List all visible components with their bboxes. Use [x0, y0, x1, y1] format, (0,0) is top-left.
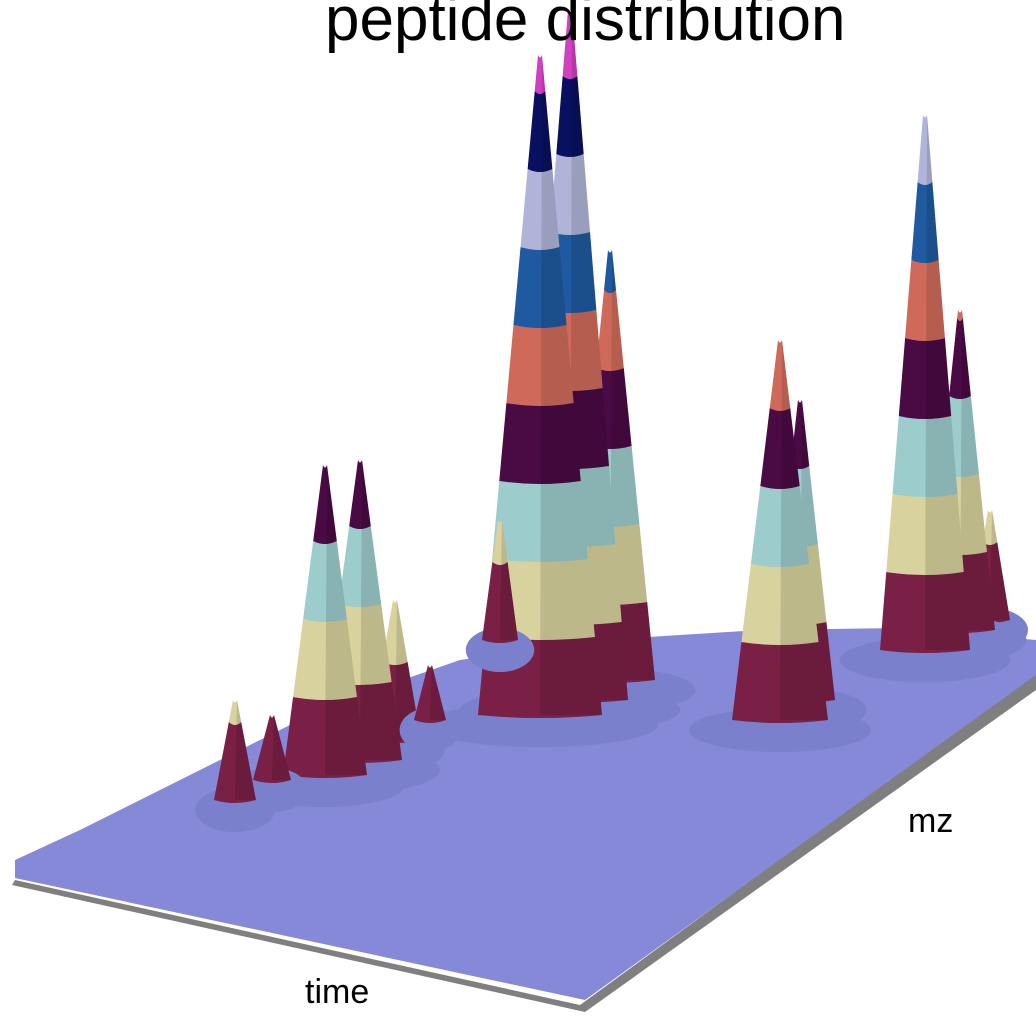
title: peptide distribution [325, 0, 845, 54]
peak-shade [780, 340, 828, 720]
x-axis-label: time [305, 973, 369, 1011]
peak-shade [960, 310, 995, 630]
surface-plot: peptide distribution time mz [0, 0, 1036, 1018]
page: peptide distribution time mz (() => { co… [0, 0, 1036, 1018]
peak-shade [990, 510, 1010, 620]
y-axis-label: mz [908, 802, 953, 840]
